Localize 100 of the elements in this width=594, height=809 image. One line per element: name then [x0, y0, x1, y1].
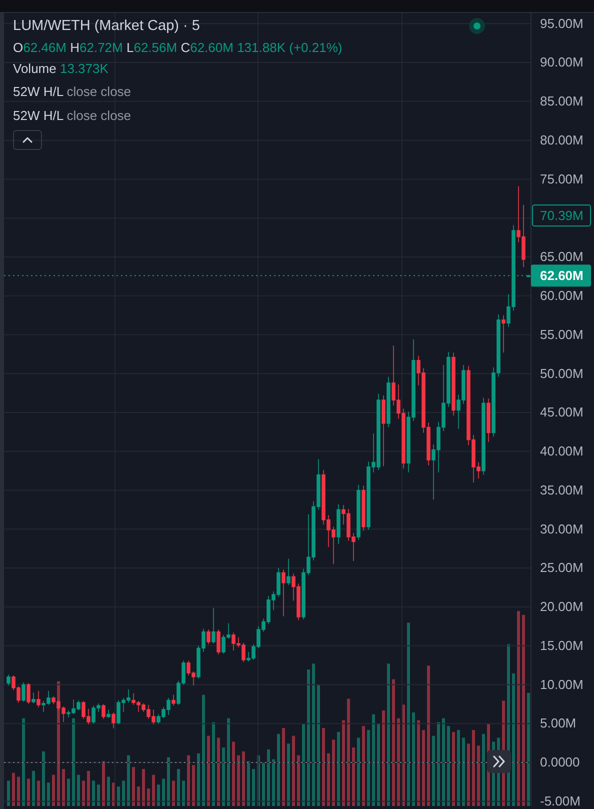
bar: [302, 724, 305, 806]
y-tick-label: 80.00M: [540, 132, 584, 148]
bar: [392, 679, 395, 806]
bar: [202, 694, 205, 806]
bar: [447, 726, 450, 806]
bar: [67, 778, 70, 806]
bar: [22, 718, 25, 806]
bar: [207, 736, 210, 806]
bar: [182, 780, 185, 806]
bar: [322, 728, 325, 806]
bar: [412, 712, 415, 806]
bar: [267, 749, 270, 806]
y-tick-label: 40.00M: [540, 444, 584, 459]
y-tick-label: 50.00M: [540, 366, 584, 381]
candlestick: [382, 394, 386, 467]
bar: [147, 788, 150, 806]
candlestick: [112, 712, 116, 729]
bar: [512, 673, 515, 806]
bar: [197, 753, 200, 806]
bar: [382, 710, 385, 806]
bar: [337, 732, 340, 806]
bar: [82, 780, 85, 806]
bar: [342, 720, 345, 806]
bar: [62, 768, 65, 806]
bar: [277, 734, 280, 806]
candlestick: [216, 629, 220, 655]
y-tick-label: 75.00M: [540, 171, 584, 186]
text: 70.39M: [540, 208, 584, 223]
bar: [137, 786, 140, 806]
y-tick-label: 0.0000: [540, 754, 580, 770]
bar: [467, 744, 470, 806]
annotation: Volume 13.373K: [13, 60, 109, 76]
bar: [397, 718, 400, 806]
bar: [42, 751, 45, 806]
bar: [437, 722, 440, 806]
bar: [362, 726, 365, 806]
annotation: 52W H/L close close: [13, 84, 132, 98]
y-tick-label: 10.00M: [540, 676, 584, 692]
text: O62.46M H62.72M L62.56M C62.60M 131.88K (+0.21%): [13, 40, 342, 54]
y-tick-label: 65.00M: [540, 249, 584, 264]
y-tick-label: 5.00M: [540, 716, 576, 731]
bar: [292, 736, 295, 806]
candlestick: [6, 674, 10, 686]
bar: [72, 718, 75, 806]
bar: [522, 614, 525, 806]
candlestick: [172, 694, 176, 706]
candlestick: [452, 352, 456, 416]
candlestick: [362, 485, 366, 532]
bar: [477, 746, 480, 806]
bar: [227, 718, 230, 806]
bar: [162, 778, 165, 806]
bar: [47, 782, 50, 806]
y-tick-label: 20.00M: [540, 599, 584, 614]
bar: [367, 730, 370, 806]
bar: [442, 718, 445, 806]
bar: [7, 780, 10, 806]
candlestick: [106, 709, 110, 719]
bar: [262, 763, 265, 806]
bar: [172, 780, 175, 806]
y-tick-label: 45.00M: [540, 404, 584, 420]
bar: [167, 757, 170, 806]
bar: [77, 774, 80, 806]
bar: [32, 770, 35, 806]
bar: [312, 664, 315, 806]
y-tick-label: 85.00M: [540, 94, 584, 109]
bar: [212, 722, 215, 806]
candlestick: [102, 704, 106, 720]
bar: [452, 732, 455, 806]
bar: [527, 692, 530, 806]
bar: [282, 728, 285, 806]
candlestick: [36, 690, 40, 708]
bar: [247, 761, 250, 806]
bar: [132, 767, 135, 806]
candlestick: [336, 504, 340, 544]
bar: [37, 780, 40, 806]
candlestick: [286, 558, 290, 586]
bar: [472, 730, 475, 806]
bar: [127, 755, 130, 806]
bar: [287, 744, 290, 806]
bar: [357, 738, 360, 806]
bar: [422, 730, 425, 806]
candlestick: [22, 682, 26, 702]
bar: [482, 734, 485, 806]
bar: [102, 761, 105, 806]
y-tick-label: 60.00M: [540, 288, 584, 304]
bar: [177, 768, 180, 806]
candlestick: [32, 692, 36, 704]
bar: [517, 611, 520, 806]
bar: [142, 768, 145, 806]
candlestick: [386, 376, 390, 428]
bar: [52, 774, 55, 806]
bar: [192, 765, 195, 806]
bar: [332, 740, 335, 806]
candlestick: [282, 569, 286, 617]
bar: [427, 666, 430, 806]
bar: [297, 755, 300, 806]
chart-title: LUM/WETH (Market Cap) · 5: [13, 18, 200, 34]
candlestick: [486, 398, 490, 442]
bar: [307, 670, 310, 806]
bar: [242, 751, 245, 806]
